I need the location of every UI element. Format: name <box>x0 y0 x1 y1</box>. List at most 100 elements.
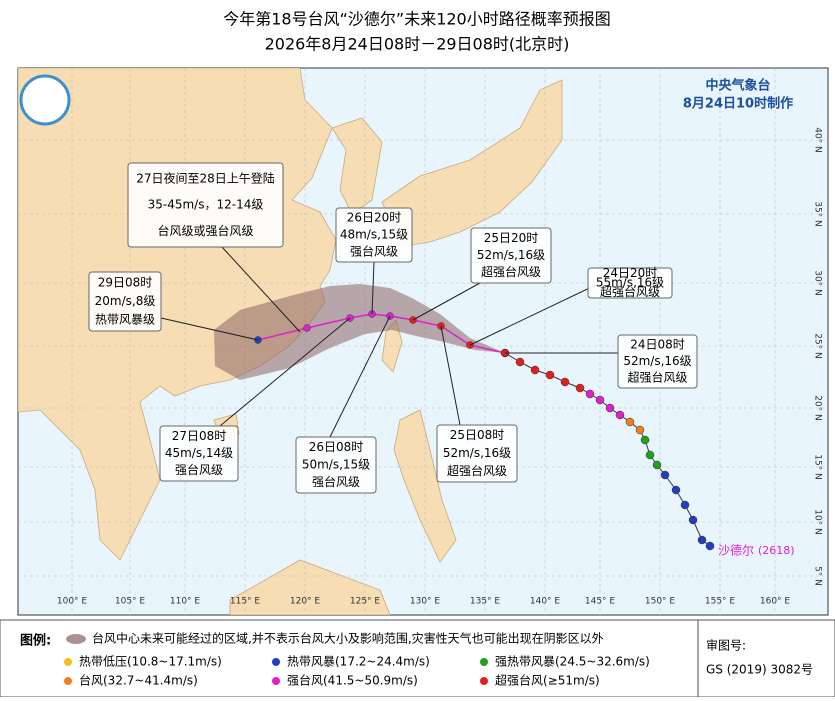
pointer <box>371 261 375 315</box>
past-point <box>515 357 525 367</box>
callout-text: 48m/s,15级 <box>340 228 408 242</box>
pointer <box>160 317 259 341</box>
borneo <box>229 559 391 615</box>
lon-label: 155° E <box>705 597 736 607</box>
callout-text: 27日夜间至28日上午登陆 <box>136 170 275 185</box>
pointer <box>469 282 601 346</box>
lat-label: 35° N <box>813 201 823 227</box>
callout-box <box>88 271 162 332</box>
legend-item: 热带风暴(17.2~24.4m/s) <box>287 655 430 669</box>
legend-cone: 台风中心未来可能经过的区域,并不表示台风大小及影响范围,灾害性天气也可能出现在阴… <box>92 631 604 646</box>
callout-text: 52m/s,16级 <box>443 446 511 460</box>
lon-label: 130° E <box>410 597 441 607</box>
approval-label: 审图号: <box>706 638 746 653</box>
callout-text: 26日08时 <box>309 440 364 454</box>
lat-label: 5° N <box>813 566 823 586</box>
callout-text: 26日20时 <box>347 211 402 225</box>
callout-text: 超强台风级 <box>447 463 507 478</box>
lon-label: 105° E <box>115 597 146 607</box>
legend-cone-swatch <box>66 634 86 644</box>
past-point <box>671 485 681 495</box>
legend-item: 强台风(41.5~50.9m/s) <box>287 673 418 688</box>
past-point <box>575 383 585 393</box>
past-point <box>697 535 707 545</box>
lon-label: 120° E <box>290 597 321 607</box>
logo <box>19 74 71 126</box>
pointer <box>219 317 351 427</box>
pointer <box>412 282 481 321</box>
legend-swatch <box>272 677 280 685</box>
callout-text: 25日08时 <box>450 428 505 442</box>
pointer <box>329 315 391 438</box>
callout-text: 29日08时 <box>98 276 153 290</box>
past-point <box>530 365 540 375</box>
callout-box <box>335 207 413 263</box>
past-point <box>625 417 635 427</box>
storm-id: (2618) <box>758 544 795 557</box>
storm-name: 沙德尔 <box>718 543 754 558</box>
title: 今年第18号台风“沙德尔”未来120小时路径概率预报图 <box>223 10 610 29</box>
legend-swatch <box>272 658 280 666</box>
callout-text: 45m/s,14级 <box>165 446 233 460</box>
lon-label: 140° E <box>530 597 561 607</box>
callout-text: 超强台风级 <box>481 264 541 279</box>
callout-text: 20m/s,8级 <box>95 294 156 308</box>
legend-box <box>0 619 835 698</box>
lon-label: 110° E <box>170 597 201 607</box>
forecast-point <box>303 324 311 332</box>
legend-swatch <box>64 658 72 666</box>
past-point <box>545 370 555 380</box>
lat-label: 40° N <box>813 127 823 153</box>
lon-label: 150° E <box>645 597 676 607</box>
agency-name: 中央气象台 <box>705 78 770 94</box>
lat-label: 20° N <box>813 395 823 421</box>
callout-text: 超强台风级 <box>627 370 687 385</box>
past-point <box>688 515 698 525</box>
legend-item: 超强台风(≥51m/s) <box>495 673 600 688</box>
past-point <box>705 541 715 551</box>
lat-label: 30° N <box>813 270 823 296</box>
past-point <box>645 450 655 460</box>
lon-label: 160° E <box>760 597 791 607</box>
callout-box <box>587 267 673 299</box>
past-point <box>615 410 625 420</box>
past-point <box>652 460 662 470</box>
approval-number: GS (2019) 3082号 <box>706 663 813 677</box>
callout-text: 52m/s,16级 <box>623 354 691 368</box>
lat-label: 25° N <box>813 333 823 359</box>
callout-text: 50m/s,15级 <box>302 458 370 472</box>
past-point <box>660 470 670 480</box>
callout-box <box>127 162 284 248</box>
lon-label: 125° E <box>350 597 381 607</box>
korea <box>331 117 383 215</box>
callout-text: 35-45m/s，12-14级 <box>148 198 264 212</box>
pointer <box>221 246 301 333</box>
lat-label: 15° N <box>813 454 823 480</box>
past-point <box>635 425 645 435</box>
legend-swatch <box>480 677 488 685</box>
past-point <box>595 395 605 405</box>
probability-cone <box>214 284 505 380</box>
past-point <box>680 500 690 510</box>
legend-item: 台风(32.7~41.4m/s) <box>79 673 198 688</box>
callout-text: 27日08时 <box>172 429 227 443</box>
callout-text: 24日08时 <box>630 337 685 351</box>
callout-text: 台风级或强台风级 <box>157 223 253 238</box>
callout-text: 热带风暴级 <box>95 312 155 326</box>
callout-text: 超强台风级 <box>600 284 660 299</box>
legend-item: 热带低压(10.8~17.1m/s) <box>79 655 222 669</box>
lon-label: 135° E <box>470 597 501 607</box>
callout-text: 25日20时 <box>484 231 539 245</box>
lon-label: 100° E <box>57 597 88 607</box>
lon-label: 145° E <box>585 597 616 607</box>
legend-label: 图例: <box>20 633 51 649</box>
past-point <box>585 389 595 399</box>
legend-swatch <box>64 677 72 685</box>
callout-box <box>617 334 698 389</box>
callout-text: 24日20时 <box>603 266 658 280</box>
made-time: 8月24日10时制作 <box>683 96 793 112</box>
legend-item: 强热带风暴(24.5~32.6m/s) <box>495 655 650 669</box>
callout-text: 52m/s,16级 <box>477 248 545 262</box>
callout-box <box>470 227 552 284</box>
